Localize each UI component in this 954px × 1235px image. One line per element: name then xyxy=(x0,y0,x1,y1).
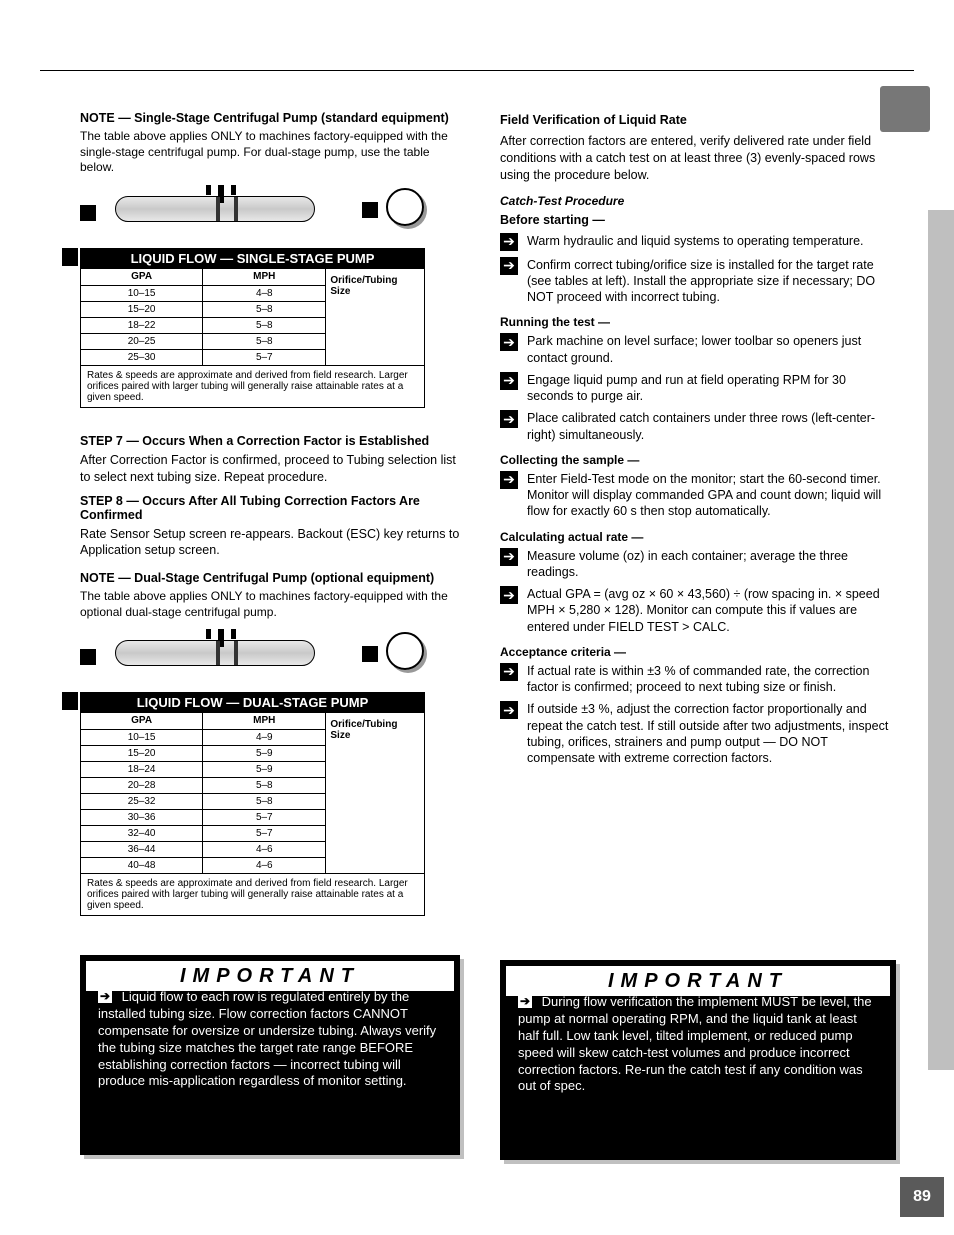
arrow-icon: ➔ xyxy=(500,701,518,719)
table1-note-body: The table above applies ONLY to machines… xyxy=(80,129,460,176)
step7-title: STEP 7 — Occurs When a Correction Factor… xyxy=(80,434,460,448)
table-single-pump: LIQUID FLOW — SINGLE-STAGE PUMP GPAMPH10… xyxy=(80,248,460,408)
arrow-icon: ➔ xyxy=(98,989,112,1003)
important-box-1: IMPORTANT ➔ Liquid flow to each row is r… xyxy=(80,955,460,1155)
right-hdr: Field Verification of Liquid Rate xyxy=(500,113,895,127)
table-row: 25–325–8 xyxy=(81,793,325,809)
arrow-list-item: ➔Warm hydraulic and liquid systems to op… xyxy=(500,233,895,251)
important-header-1: IMPORTANT xyxy=(86,961,454,991)
table-row: 32–405–7 xyxy=(81,825,325,841)
table-row: 15–205–8 xyxy=(81,301,325,317)
step8-title: STEP 8 — Occurs After All Tubing Correct… xyxy=(80,494,460,522)
sec3-title: Collecting the sample — xyxy=(500,453,895,467)
table-row: 25–305–7 xyxy=(81,349,325,365)
fuse-graphic-2 xyxy=(80,634,460,684)
arrow-list-item: ➔Engage liquid pump and run at field ope… xyxy=(500,372,895,405)
arrow-list-item: ➔Measure volume (oz) in each container; … xyxy=(500,548,895,581)
important-header-2: IMPORTANT xyxy=(506,966,890,996)
table-th: MPH xyxy=(203,713,325,729)
arrow-list-item: ➔Confirm correct tubing/orifice size is … xyxy=(500,257,895,306)
arrow-icon: ➔ xyxy=(500,333,518,351)
arrow-icon: ➔ xyxy=(500,257,518,275)
table2-note-title: NOTE — Dual-Stage Centrifugal Pump (opti… xyxy=(80,571,460,585)
table-row: 40–484–6 xyxy=(81,857,325,873)
table-row: 18–245–9 xyxy=(81,761,325,777)
page-number: 89 xyxy=(900,1177,944,1217)
important-box-2: IMPORTANT ➔ During flow verification the… xyxy=(500,960,896,1160)
table2-footnote: Rates & speeds are approximate and deriv… xyxy=(80,874,425,916)
arrow-list-item: ➔If outside ±3 %, adjust the correction … xyxy=(500,701,895,766)
arrow-icon: ➔ xyxy=(500,548,518,566)
arrow-list-item: ➔Enter Field-Test mode on the monitor; s… xyxy=(500,471,895,520)
arrow-list-item: ➔Park machine on level surface; lower to… xyxy=(500,333,895,366)
sec2-title: Running the test — xyxy=(500,315,895,329)
arrow-icon: ➔ xyxy=(518,994,532,1008)
step8-body: Rate Sensor Setup screen re-appears. Bac… xyxy=(80,526,460,560)
arrow-icon: ➔ xyxy=(500,233,518,251)
arrow-list-item: ➔Actual GPA = (avg oz × 60 × 43,560) ÷ (… xyxy=(500,586,895,635)
sec1-title: Catch-Test Procedure xyxy=(500,194,895,208)
table-th: GPA xyxy=(81,713,203,729)
arrow-icon: ➔ xyxy=(500,410,518,428)
arrow-icon: ➔ xyxy=(500,663,518,681)
table-th: MPH xyxy=(203,269,325,285)
table-dual-pump: LIQUID FLOW — DUAL-STAGE PUMP GPAMPH10–1… xyxy=(80,692,460,916)
table1-footnote: Rates & speeds are approximate and deriv… xyxy=(80,366,425,408)
table1-note-title: NOTE — Single-Stage Centrifugal Pump (st… xyxy=(80,111,460,125)
sec1-pre: Before starting — xyxy=(500,212,895,229)
step7-body: After Correction Factor is confirmed, pr… xyxy=(80,452,460,486)
table-row: 36–444–6 xyxy=(81,841,325,857)
table-row: 10–154–8 xyxy=(81,285,325,301)
arrow-icon: ➔ xyxy=(500,471,518,489)
arrow-icon: ➔ xyxy=(500,372,518,390)
important-text-2: During flow verification the implement M… xyxy=(518,994,872,1093)
table-row: 18–225–8 xyxy=(81,317,325,333)
arrow-list-item: ➔If actual rate is within ±3 % of comman… xyxy=(500,663,895,696)
table-th: GPA xyxy=(81,269,203,285)
table-row: 20–285–8 xyxy=(81,777,325,793)
important-text-1: Liquid flow to each row is regulated ent… xyxy=(98,989,436,1088)
arrow-list-item: ➔Place calibrated catch containers under… xyxy=(500,410,895,443)
arrow-icon: ➔ xyxy=(500,586,518,604)
table-row: 15–205–9 xyxy=(81,745,325,761)
fuse-graphic-1 xyxy=(80,190,460,240)
table1-side-title: Orifice/Tubing Size xyxy=(330,275,420,297)
table2-header: LIQUID FLOW — DUAL-STAGE PUMP xyxy=(80,692,425,713)
table1-header: LIQUID FLOW — SINGLE-STAGE PUMP xyxy=(80,248,425,269)
table2-note-body: The table above applies ONLY to machines… xyxy=(80,589,460,620)
table-row: 10–154–9 xyxy=(81,729,325,745)
right-p1: After correction factors are entered, ve… xyxy=(500,133,895,184)
sec5-title: Acceptance criteria — xyxy=(500,645,895,659)
table2-side-title: Orifice/Tubing Size xyxy=(330,719,420,741)
side-tab xyxy=(928,210,954,1070)
table-row: 20–255–8 xyxy=(81,333,325,349)
right-column: Field Verification of Liquid Rate After … xyxy=(500,100,895,772)
sec4-title: Calculating actual rate — xyxy=(500,530,895,544)
table-row: 30–365–7 xyxy=(81,809,325,825)
